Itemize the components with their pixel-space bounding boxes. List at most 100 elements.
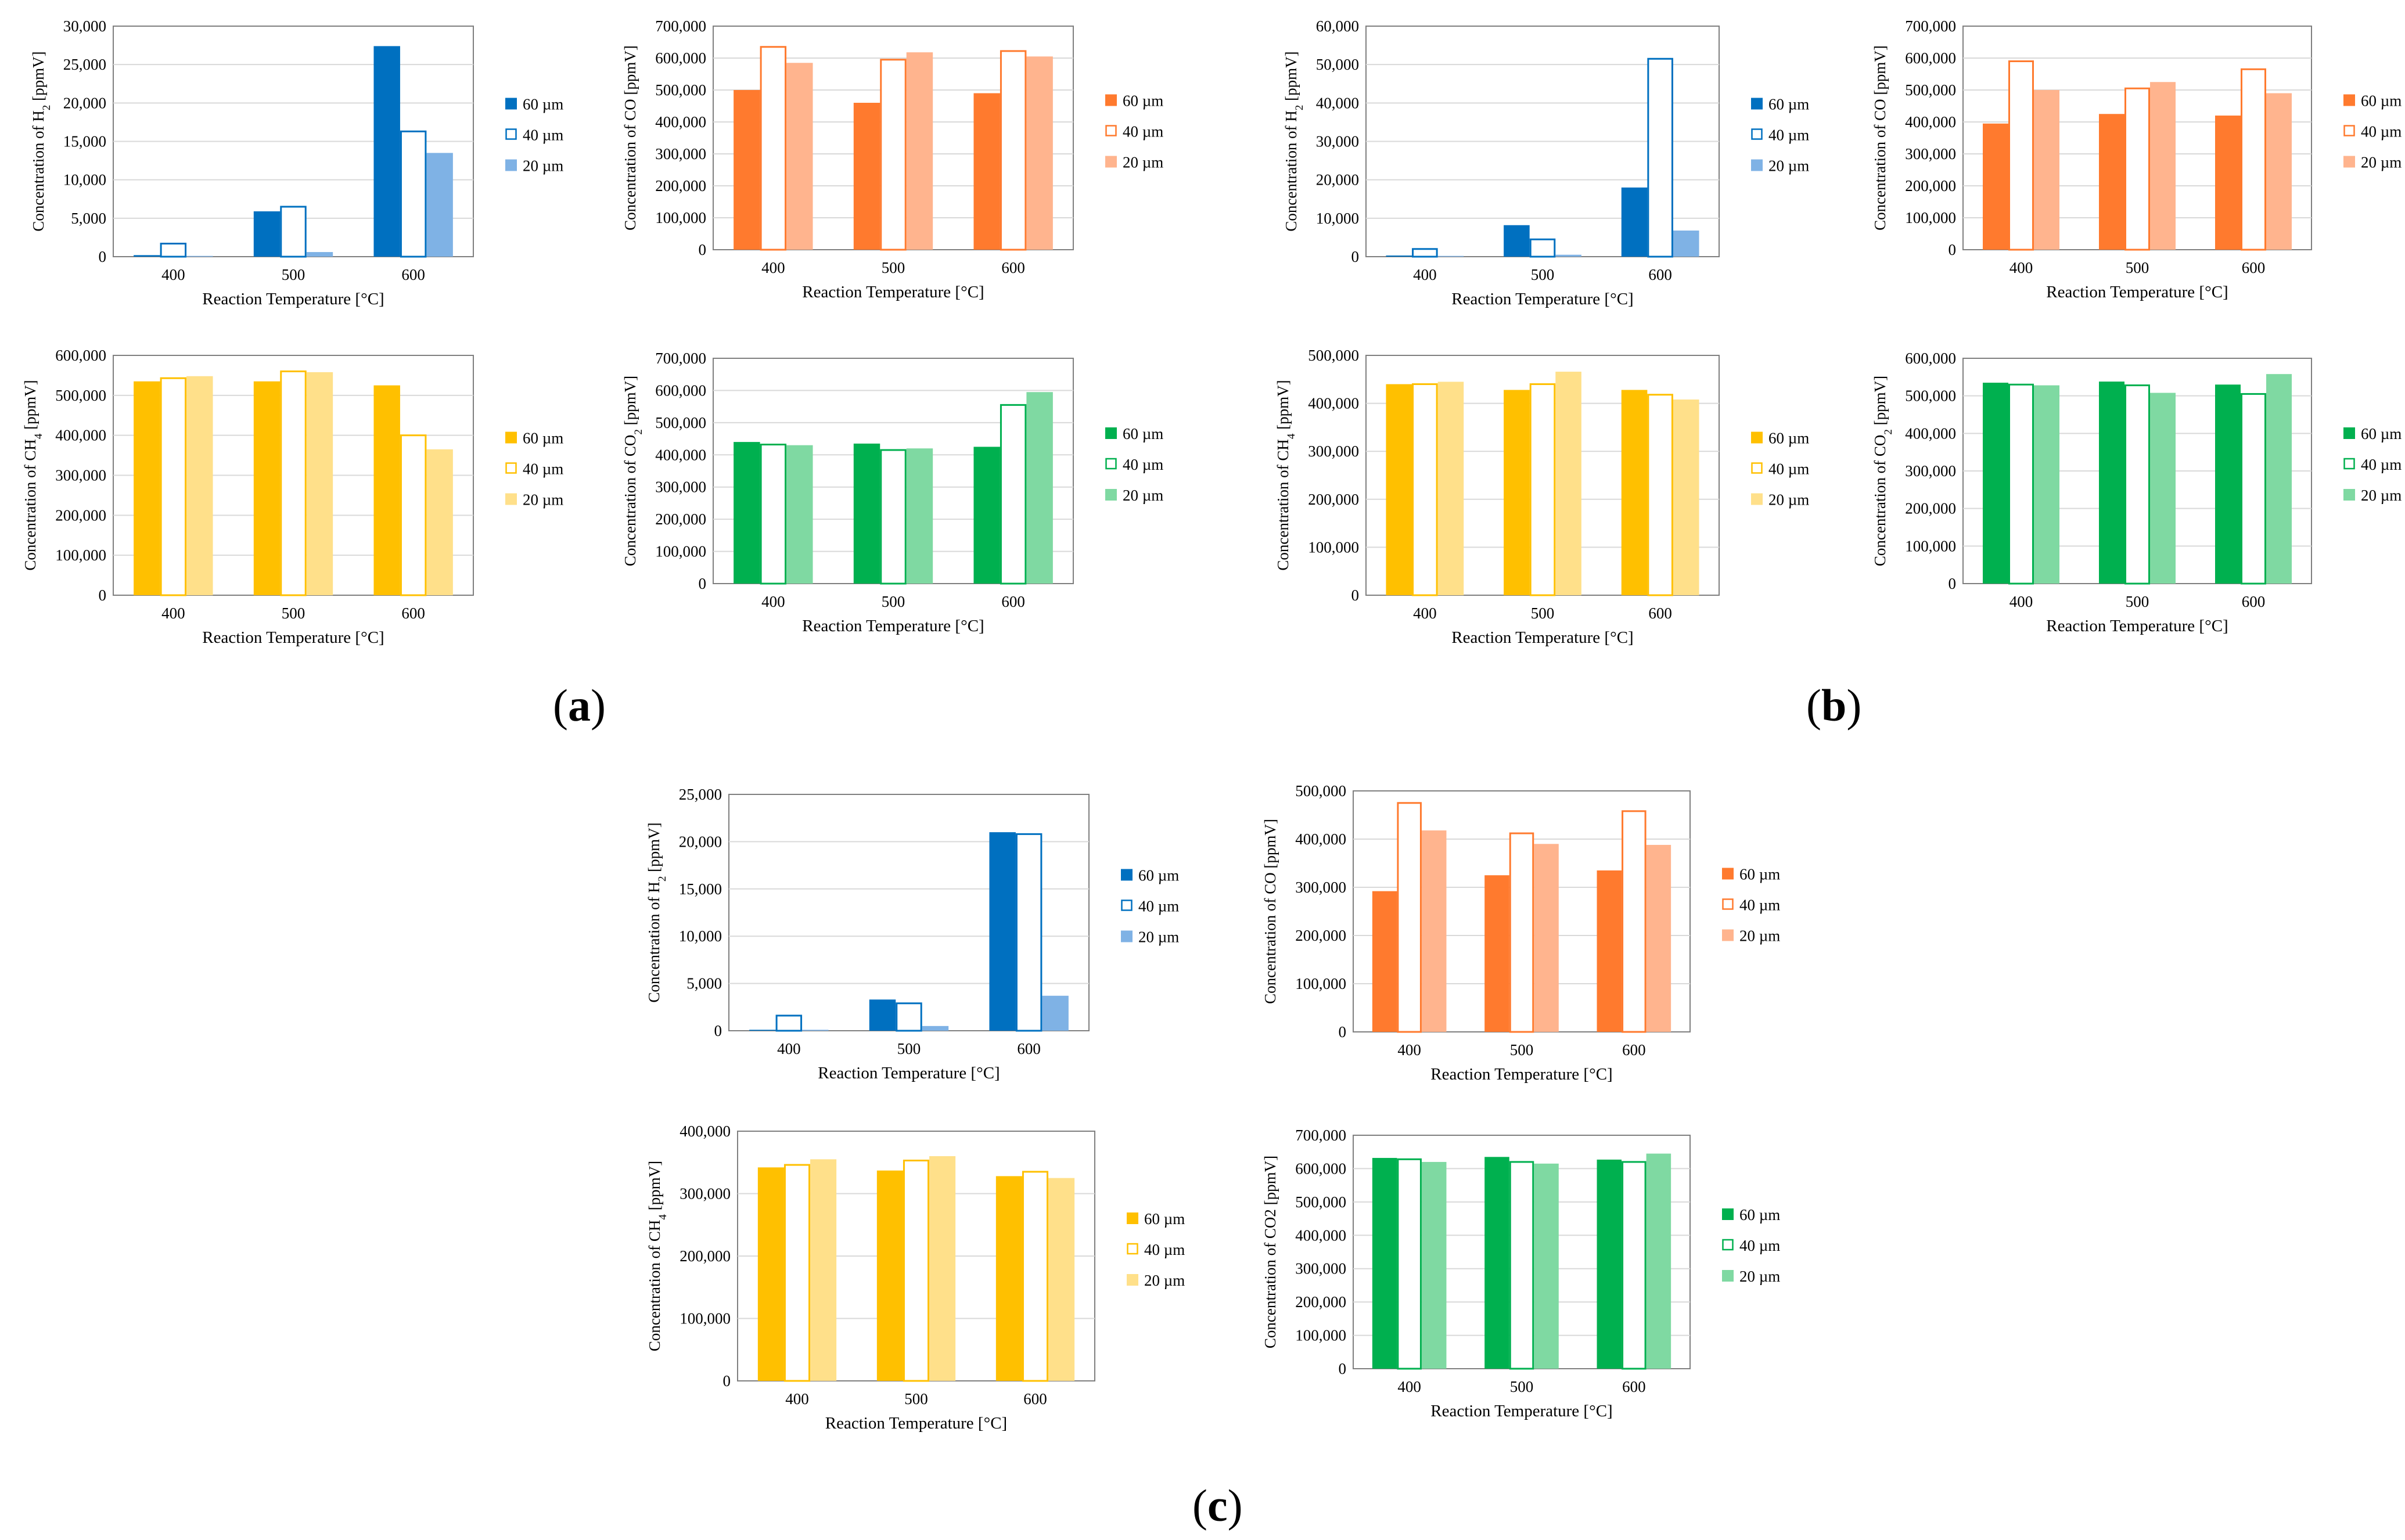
bar-20um-500 [906, 52, 933, 250]
y-tick-label: 25,000 [63, 56, 106, 73]
legend-label: 60 µm [523, 430, 563, 447]
legend-swatch [505, 431, 517, 444]
x-axis-title: Reaction Temperature [°C] [202, 290, 384, 308]
bar-20um-500 [2150, 82, 2176, 250]
legend-item: 40 µm [2343, 123, 2402, 141]
bar-60um-400 [134, 381, 160, 595]
chart-c-h2: 0 5,000 10,000 15,000 20,000 25,000 400 500 600 R… [645, 786, 1179, 1082]
y-tick-label: 300,000 [1308, 442, 1359, 460]
bar-40um-500 [2124, 87, 2150, 251]
y-tick-label: 700,000 [1905, 17, 1956, 35]
x-axis-title: Reaction Temperature [°C] [2046, 617, 2228, 635]
bar-20um-600 [1048, 1178, 1075, 1381]
y-tick-label: 0 [699, 241, 707, 258]
y-tick-label: 300,000 [655, 145, 706, 163]
legend-item: 40 µm [1751, 460, 1809, 478]
legend-swatch [1751, 493, 1763, 505]
y-tick-label: 200,000 [1905, 500, 1956, 517]
legend-swatch [1121, 899, 1133, 911]
bar-40um-400 [2008, 60, 2034, 251]
y-tick-label: 0 [1949, 575, 1957, 592]
y-tick-label: 300,000 [1295, 879, 1346, 896]
y-tick-label: 100,000 [1295, 975, 1346, 992]
y-tick-label: 400,000 [1905, 424, 1956, 442]
legend-swatch [2343, 458, 2355, 470]
y-tick-label: 600,000 [655, 382, 706, 399]
y-axis-title: Concentration of CO [ppmV] [1261, 819, 1279, 1004]
legend-swatch [1722, 929, 1734, 941]
legend-swatch [1121, 930, 1133, 942]
legend-item: 40 µm [1105, 456, 1163, 473]
bar-40um-600 [1647, 394, 1673, 596]
panel-label-a: (a) [553, 680, 606, 731]
y-tick-label: 30,000 [63, 17, 106, 35]
bar-60um-400 [757, 1167, 784, 1381]
x-tick-label: 500 [282, 605, 305, 622]
bar-60um-600 [973, 447, 1000, 584]
legend-label: 20 µm [1739, 1268, 1780, 1285]
bar-40um-500 [1529, 383, 1556, 596]
y-tick-label: 500,000 [1905, 387, 1956, 405]
legend-swatch [1751, 159, 1763, 171]
x-tick-label: 500 [1510, 1041, 1534, 1059]
bar-60um-500 [2099, 114, 2124, 250]
legend-label: 20 µm [1739, 927, 1780, 945]
x-tick-label: 600 [1001, 593, 1025, 610]
legend-swatch [2343, 156, 2355, 168]
x-axis-title: Reaction Temperature [°C] [202, 628, 384, 647]
legend-label: 60 µm [1123, 425, 1163, 442]
bar-40um-400 [783, 1164, 811, 1382]
legend-label: 20 µm [1144, 1272, 1185, 1289]
chart-a-co: 0 100,000 200,000 300,000 400,000 500,000 600,… [621, 17, 1163, 301]
y-tick-label: 500,000 [655, 81, 706, 99]
y-tick-label: 100,000 [680, 1310, 731, 1327]
legend-swatch [1121, 869, 1133, 881]
bar-40um-500 [1509, 1161, 1534, 1370]
bar-60um-400 [1372, 891, 1397, 1032]
y-tick-label: 5,000 [686, 975, 722, 992]
bar-60um-400 [1386, 384, 1412, 595]
x-tick-label: 500 [882, 259, 905, 276]
x-tick-label: 400 [161, 266, 185, 283]
legend-item: 20 µm [1722, 927, 1780, 945]
x-tick-label: 400 [777, 1040, 801, 1057]
legend-item: 40 µm [1121, 898, 1179, 915]
legend-label: 60 µm [1768, 96, 1809, 113]
y-tick-label: 0 [1339, 1023, 1347, 1041]
y-tick-label: 400,000 [680, 1122, 731, 1140]
y-tick-label: 200,000 [1308, 491, 1359, 508]
bar-40um-600 [1000, 404, 1027, 585]
bar-20um-400 [786, 63, 813, 250]
legend-label: 40 µm [2361, 456, 2402, 473]
bar-60um-400 [134, 255, 160, 257]
legend-label: 40 µm [1144, 1241, 1185, 1258]
y-tick-label: 200,000 [680, 1247, 731, 1265]
chart-c-ch4: 0 100,000 200,000 300,000 400,000 400 500 600 Re… [646, 1122, 1185, 1433]
legend-label: 40 µm [1138, 898, 1179, 915]
legend-swatch [1751, 128, 1763, 140]
y-tick-label: 0 [723, 1372, 731, 1390]
y-tick-label: 30,000 [1316, 133, 1359, 150]
y-tick-label: 700,000 [655, 350, 706, 367]
legend-swatch [1751, 431, 1763, 444]
chart-a-h2: 0 5,000 10,000 15,000 20,000 25,000 30,000 400 5… [30, 17, 563, 308]
y-tick-label: 100,000 [1295, 1327, 1346, 1344]
legend-item: 60 µm [1751, 96, 1809, 113]
legend-item: 60 µm [2343, 92, 2402, 110]
chart-c-co2: 0 100,000 200,000 300,000 400,000 500,000 600,… [1261, 1127, 1780, 1420]
bar-40um-400 [760, 46, 787, 251]
chart-b-co2: 0 100,000 200,000 300,000 400,000 500,000 600,… [1871, 350, 2402, 635]
chart-b-h2: 0 10,000 20,000 30,000 40,000 50,000 60,000 400… [1282, 17, 1809, 308]
bar-60um-600 [1597, 870, 1622, 1032]
bar-40um-600 [1022, 1171, 1049, 1382]
legend-item: 40 µm [1722, 1237, 1780, 1254]
bar-40um-500 [1529, 238, 1556, 258]
y-tick-label: 600,000 [1905, 350, 1956, 367]
bar-20um-500 [306, 252, 333, 257]
bar-20um-600 [1673, 399, 1699, 595]
legend-swatch [1722, 1208, 1734, 1220]
chart-b-co: 0 100,000 200,000 300,000 400,000 500,000 600,… [1871, 17, 2402, 301]
legend-item: 40 µm [1751, 127, 1809, 144]
legend-label: 60 µm [1739, 1206, 1780, 1224]
